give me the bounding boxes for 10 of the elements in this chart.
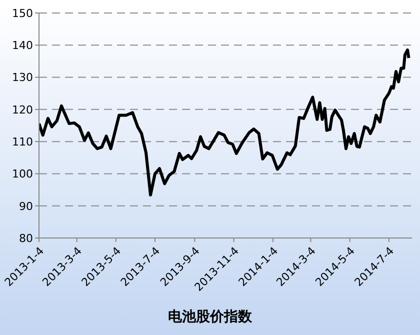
y-tick-label: 140 [12,39,33,52]
y-tick-label: 100 [12,168,33,181]
y-tick-label: 110 [12,135,33,148]
y-tick-label: 120 [12,103,33,116]
y-tick-label: 130 [12,71,33,84]
y-tick-label: 150 [12,6,33,20]
y-tick-label: 80 [19,232,33,245]
text: 电池股价指数 [167,308,253,326]
y-tick-label: 90 [19,200,33,213]
line-series [39,48,410,196]
